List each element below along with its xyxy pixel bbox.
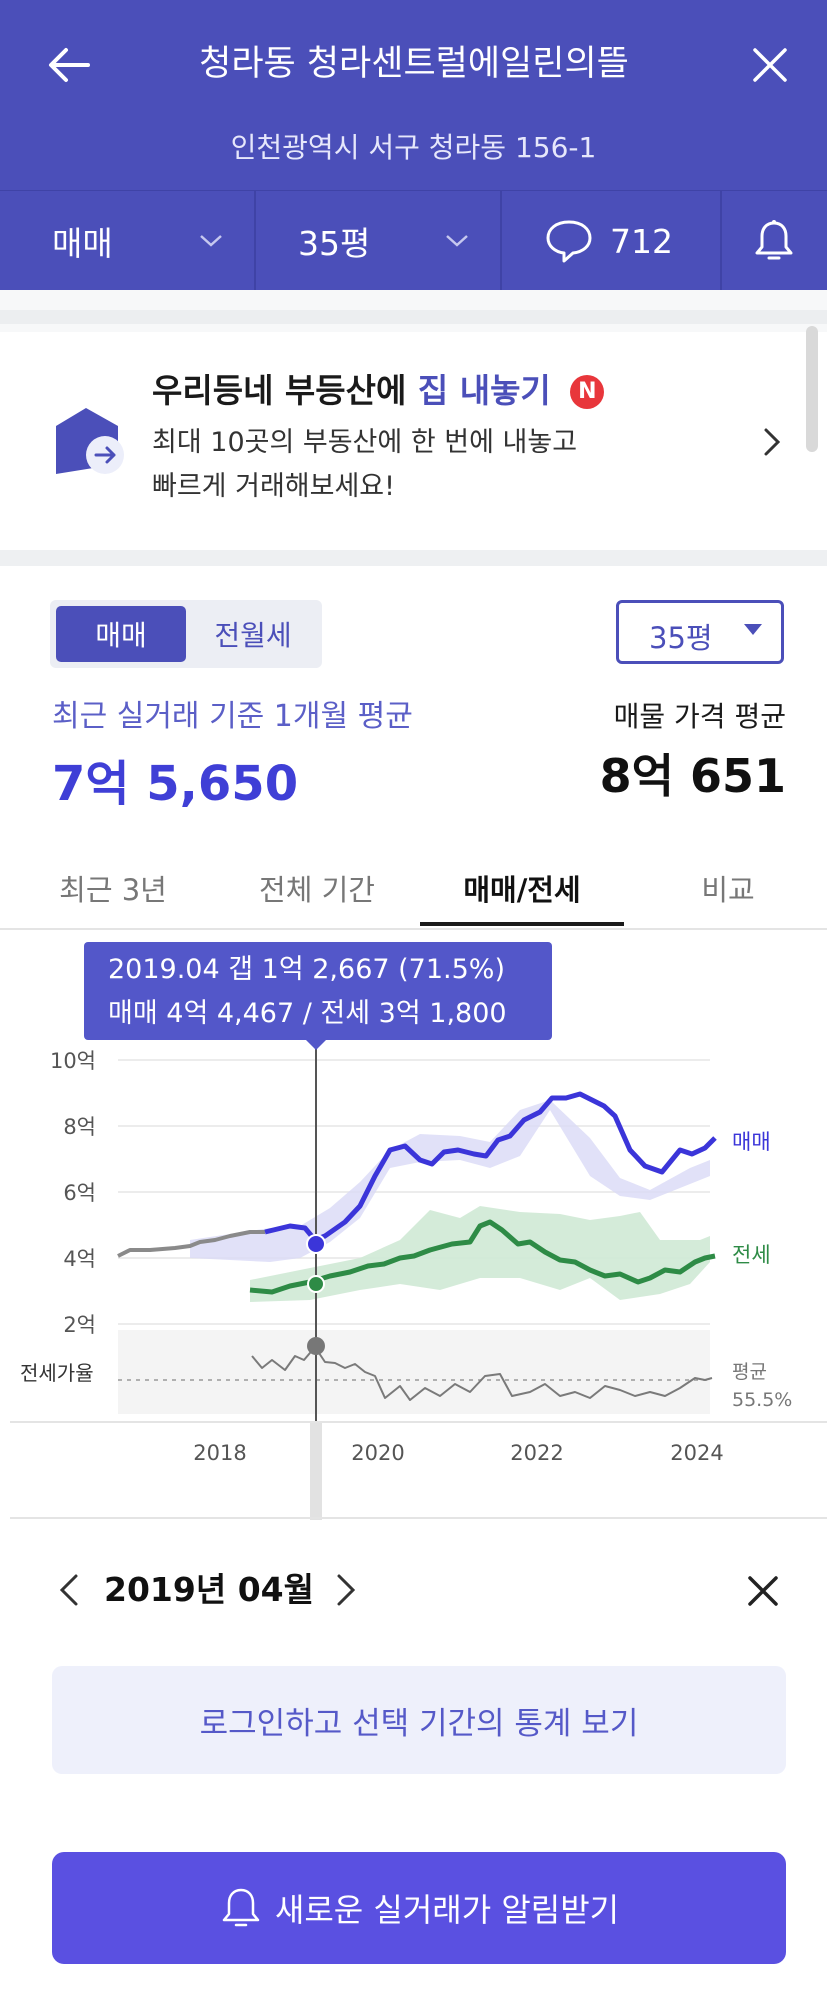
house-sell-icon: [56, 408, 124, 474]
divider: [0, 550, 827, 566]
rent-point-marker: [307, 1275, 325, 1293]
x-tick-label: 2018: [193, 1441, 246, 1465]
previous-month-button[interactable]: [50, 1562, 90, 1618]
chevron-right-icon: [764, 428, 781, 456]
tooltip-arrow: [304, 1038, 328, 1050]
listing-average-value: 8억 651: [599, 749, 786, 803]
promo-description: 최대 10곳의 부동산에 한 번에 내놓고: [152, 427, 578, 458]
sale-range-area: [190, 1100, 710, 1262]
caret-down-icon: [744, 624, 762, 635]
promo-banner[interactable]: [0, 332, 827, 550]
segment-sale[interactable]: 매매: [56, 606, 186, 662]
close-icon: [753, 48, 787, 82]
notification-button[interactable]: [722, 191, 827, 291]
ratio-point-marker: [307, 1337, 325, 1355]
chevron-down-icon: [446, 235, 468, 247]
tabs-divider: [0, 928, 827, 930]
app-header: [0, 0, 827, 290]
comment-count: 712: [610, 221, 673, 261]
back-button[interactable]: [40, 40, 100, 90]
crosshair-handle[interactable]: [310, 1422, 322, 1520]
close-button[interactable]: [745, 40, 795, 90]
new-badge: N: [570, 375, 605, 409]
x-tick-label: 2022: [510, 1441, 563, 1465]
x-tick-label: 2020: [351, 1441, 404, 1465]
ratio-average-label: 평균: [732, 1361, 767, 1383]
back-arrow-icon: [49, 48, 90, 82]
price-chart[interactable]: 10억 8억 6억 4억 2억 전세가율 평균 55.5% 매매 전세 2018…: [0, 931, 827, 1521]
chevron-right-icon: [337, 1574, 356, 1606]
bell-icon: [222, 1888, 260, 1927]
next-month-button[interactable]: [325, 1562, 365, 1618]
size-label: 35평: [298, 224, 371, 263]
promo-description: 빠르게 거래해보세요!: [152, 471, 395, 502]
promo-title-text: 우리등네 부등산에: [152, 371, 418, 410]
sale-point-marker: [306, 1234, 326, 1254]
deal-type-label: 매매: [52, 224, 113, 263]
chevron-left-icon: [59, 1574, 78, 1606]
price-alert-button[interactable]: 새로운 실거래가 알림받기: [52, 1852, 786, 1964]
scrollbar[interactable]: [806, 326, 818, 452]
y-tick-label: 8억: [63, 1115, 96, 1139]
tab-all-period[interactable]: 전체 기간: [259, 873, 375, 907]
y-tick-label: 4억: [63, 1247, 96, 1271]
ratio-average-value: 55.5%: [732, 1389, 792, 1411]
ratio-label: 전세가율: [20, 1361, 94, 1385]
x-tick-label: 2024: [670, 1441, 723, 1465]
rent-range-area: [250, 1206, 710, 1302]
recent-average-label: 최근 실거래 기준 1개월 평균: [52, 699, 413, 734]
series-label-sale: 매매: [732, 1130, 771, 1154]
price-alert-label: 새로운 실거래가 알림받기: [274, 1891, 620, 1929]
y-tick-label: 10억: [50, 1049, 96, 1073]
login-stats-button[interactable]: 로그인하고 선택 기간의 통계 보기: [52, 1666, 786, 1774]
deal-type-dropdown[interactable]: 매매: [0, 191, 254, 291]
size-select-value: 35평: [649, 621, 713, 655]
series-label-rent: 전세: [732, 1243, 771, 1267]
size-select[interactable]: 35평: [616, 600, 784, 664]
filter-bar: 매매 35평 712: [0, 190, 827, 291]
divider: [0, 310, 827, 324]
sale-line-early: [117, 1230, 265, 1258]
page-title: 청라동 청라센트럴에일린의뜰: [199, 44, 629, 84]
tooltip-line1: 2019.04 갭 1억 2,667 (71.5%): [108, 954, 505, 985]
recent-average-value: 7억 5,650: [52, 756, 299, 812]
ratio-band: [118, 1330, 710, 1414]
tab-sale-rent[interactable]: 매매/전세: [463, 873, 581, 907]
size-dropdown[interactable]: 35평: [256, 191, 500, 291]
speech-bubble-icon: [546, 220, 592, 263]
chart-tooltip: 2019.04 갭 1억 2,667 (71.5%) 매매 4억 4,467 /…: [84, 942, 552, 1040]
tooltip-line2: 매매 4억 4,467 / 전세 3억 1,800: [108, 998, 507, 1029]
bell-icon: [755, 220, 793, 260]
tab-compare[interactable]: 비교: [701, 873, 755, 907]
segment-rent[interactable]: 전월세: [214, 619, 292, 652]
listing-average-label: 매물 가격 평균: [613, 700, 786, 733]
sale-line: [264, 1091, 717, 1243]
selected-month: 2019년 04월: [104, 1570, 314, 1609]
promo-title: 우리등네 부등산에 집 내놓기 N: [152, 368, 605, 414]
y-tick-label: 6억: [63, 1181, 96, 1205]
promo-title-highlight: 집 내놓기: [417, 371, 551, 410]
address: 인천광역시 서구 청라동 156-1: [230, 131, 597, 164]
close-icon: [748, 1576, 778, 1606]
tab-recent-3y[interactable]: 최근 3년: [59, 873, 167, 907]
comments-button[interactable]: 712: [502, 191, 720, 291]
chevron-down-icon: [200, 235, 222, 247]
y-tick-label: 2억: [63, 1313, 96, 1337]
active-tab-indicator: [420, 922, 624, 926]
close-month-button[interactable]: [740, 1562, 786, 1618]
rent-line: [249, 1219, 716, 1295]
